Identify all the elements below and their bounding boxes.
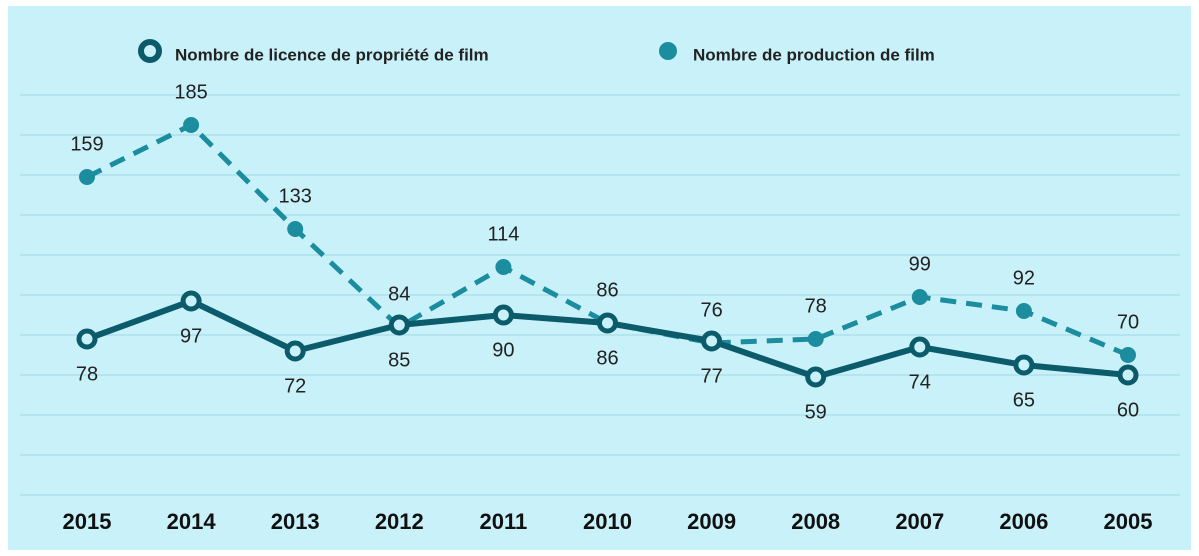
x-tick-label: 2009 xyxy=(687,509,736,534)
data-point xyxy=(287,221,304,237)
legend-marker xyxy=(138,39,162,63)
data-point xyxy=(284,340,306,362)
data-point xyxy=(492,304,514,326)
series-line xyxy=(85,122,1129,358)
data-label: 92 xyxy=(1013,267,1035,289)
data-point xyxy=(1120,347,1136,363)
data-point xyxy=(909,336,931,358)
x-tick-label: 2011 xyxy=(480,509,528,534)
data-point xyxy=(183,117,200,133)
data-label: 114 xyxy=(487,223,519,245)
data-point xyxy=(1117,364,1139,386)
x-tick-label: 2008 xyxy=(791,509,840,534)
data-label: 77 xyxy=(700,365,722,387)
data-label: 86 xyxy=(596,279,618,301)
x-tick-label: 2006 xyxy=(999,509,1048,534)
data-point xyxy=(805,366,827,388)
data-point xyxy=(76,328,98,350)
data-label: 99 xyxy=(909,253,931,275)
data-point xyxy=(495,259,512,275)
legend-marker xyxy=(659,42,677,60)
x-tick-label: 2015 xyxy=(63,509,112,534)
x-tick-label: 2013 xyxy=(271,509,320,534)
data-label: 78 xyxy=(76,363,98,385)
data-label: 84 xyxy=(388,283,410,305)
x-tick-label: 2005 xyxy=(1104,509,1153,534)
legend-label: Nombre de production de film xyxy=(693,45,935,64)
x-tick-label: 2010 xyxy=(583,509,632,534)
data-point xyxy=(79,169,95,185)
data-point xyxy=(911,289,928,305)
data-point xyxy=(701,330,723,352)
data-label: 78 xyxy=(805,295,827,317)
x-tick-label: 2014 xyxy=(167,509,217,534)
data-point xyxy=(1015,303,1032,319)
data-label: 59 xyxy=(805,401,827,423)
data-label: 185 xyxy=(174,81,207,103)
data-point xyxy=(597,312,618,334)
data-label: 76 xyxy=(700,299,722,321)
x-tick-label: 2007 xyxy=(895,509,944,534)
data-point xyxy=(807,331,824,347)
data-point xyxy=(388,314,410,336)
x-tick-label: 2012 xyxy=(375,509,424,534)
data-label: 60 xyxy=(1117,399,1139,421)
data-label: 85 xyxy=(388,349,410,371)
data-label: 159 xyxy=(70,133,103,155)
data-label: 70 xyxy=(1117,311,1139,333)
data-label: 90 xyxy=(492,339,514,361)
data-label: 72 xyxy=(284,375,306,397)
data-label: 86 xyxy=(596,347,618,369)
data-label: 97 xyxy=(180,325,202,347)
data-label: 133 xyxy=(279,185,312,207)
plot-background xyxy=(8,6,1191,550)
data-label: 65 xyxy=(1013,389,1035,411)
data-label: 74 xyxy=(909,371,931,393)
legend-label: Nombre de licence de propriété de film xyxy=(175,45,489,64)
data-point xyxy=(180,290,202,312)
data-point xyxy=(1013,354,1035,376)
